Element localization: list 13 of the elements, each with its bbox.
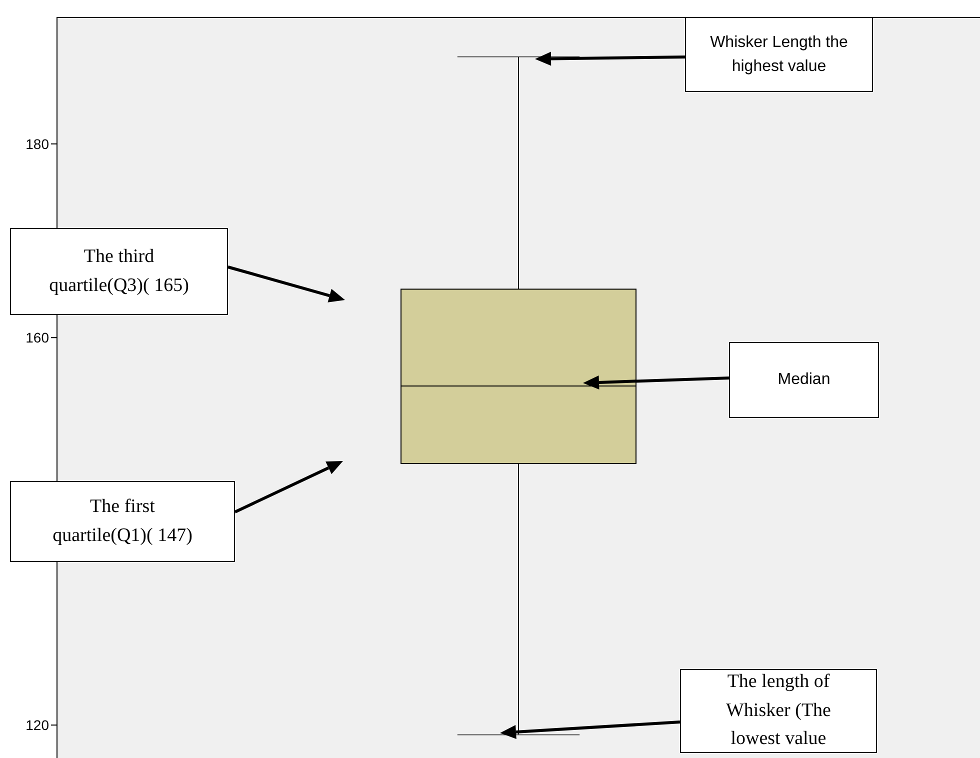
y-tick-label: 120 <box>26 717 50 734</box>
callout-box: Whisker Length the highest value <box>685 17 873 92</box>
callout-box: The length of Whisker (The lowest value <box>680 669 877 753</box>
callout-box: Median <box>729 342 879 418</box>
annotation: The length of Whisker (The lowest value <box>725 670 832 752</box>
annotation: The third quartile(Q3)( 165) <box>48 245 190 298</box>
callout-box: The first quartile(Q1)( 147) <box>10 481 235 562</box>
annotation: The first quartile(Q1)( 147) <box>52 495 194 548</box>
y-tick-label: 160 <box>26 330 50 346</box>
annotation: Whisker Length the highest value <box>710 32 848 76</box>
callout-box: The third quartile(Q3)( 165) <box>10 228 228 315</box>
y-tick-label: 180 <box>26 136 50 152</box>
annotation: Median <box>778 370 830 390</box>
